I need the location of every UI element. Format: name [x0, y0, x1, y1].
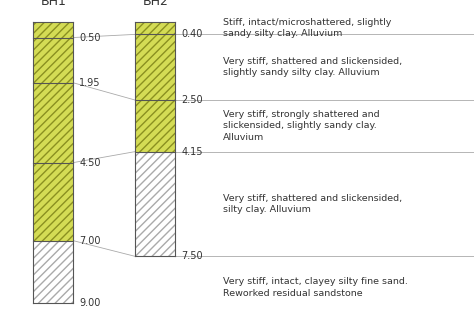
Text: Very stiff, shattered and slickensided,
silty clay. Alluvium: Very stiff, shattered and slickensided, … [223, 194, 402, 214]
Text: Very stiff, intact, clayey silty fine sand.
Reworked residual sandstone: Very stiff, intact, clayey silty fine sa… [223, 277, 408, 298]
Text: BH1: BH1 [40, 0, 66, 8]
Bar [33, 163, 73, 241]
Text: 0.40: 0.40 [181, 29, 202, 39]
Text: 4.50: 4.50 [79, 157, 100, 167]
Text: 2.50: 2.50 [181, 95, 203, 105]
Bar [135, 22, 175, 34]
Bar [33, 22, 73, 38]
Text: 1.95: 1.95 [79, 78, 100, 88]
Bar [33, 83, 73, 163]
Bar [135, 34, 175, 100]
Text: 0.50: 0.50 [79, 33, 100, 43]
Text: 4.15: 4.15 [181, 147, 202, 156]
Text: Stiff, intact/microshattered, slightly
sandy silty clay. Alluvium: Stiff, intact/microshattered, slightly s… [223, 18, 391, 38]
Text: BH2: BH2 [142, 0, 168, 8]
Text: 7.00: 7.00 [79, 236, 100, 246]
Text: Very stiff, shattered and slickensided,
slightly sandy silty clay. Alluvium: Very stiff, shattered and slickensided, … [223, 57, 402, 77]
Text: Very stiff, strongly shattered and
slickensided, slightly sandy clay.
Alluvium: Very stiff, strongly shattered and slick… [223, 110, 379, 142]
Bar [33, 241, 73, 303]
Bar [135, 100, 175, 152]
Bar [33, 38, 73, 83]
Text: 9.00: 9.00 [79, 298, 100, 308]
Text: 7.50: 7.50 [181, 251, 203, 261]
Bar [135, 152, 175, 256]
